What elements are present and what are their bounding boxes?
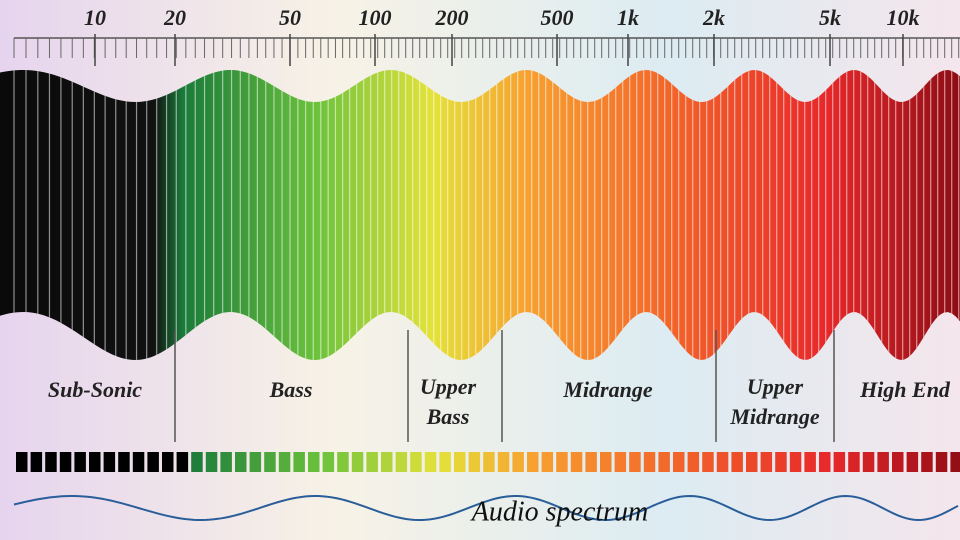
- bar-cell: [935, 452, 948, 472]
- bar-cell: [950, 452, 960, 472]
- band-label: Midrange: [729, 404, 819, 429]
- bar-cell: [293, 452, 305, 472]
- bar-cell: [45, 452, 57, 472]
- bar-cell: [673, 452, 685, 472]
- spectrum-wave: [0, 70, 960, 360]
- frequency-label: 20: [163, 5, 186, 30]
- bar-cell: [570, 452, 583, 472]
- bar-cell: [789, 452, 802, 472]
- bar-cell: [424, 452, 437, 472]
- bar-cell: [264, 452, 276, 472]
- bar-cell: [643, 452, 656, 472]
- band-label: Upper: [420, 374, 477, 399]
- band-label: Upper: [747, 374, 804, 399]
- frequency-label: 500: [541, 5, 574, 30]
- bar-cell: [118, 452, 130, 472]
- bar-cell: [512, 452, 524, 472]
- bar-cell: [775, 452, 787, 472]
- frequency-label: 10k: [887, 5, 920, 30]
- bar-cell: [410, 452, 422, 472]
- band-label: Sub-Sonic: [48, 377, 142, 402]
- bar-cell: [804, 452, 816, 472]
- frequency-label: 1k: [617, 5, 639, 30]
- bar-cell: [249, 452, 262, 472]
- bar-cell: [483, 452, 495, 472]
- bar-cell: [877, 452, 889, 472]
- bar-cell: [381, 452, 393, 472]
- bar-cell: [716, 452, 729, 472]
- frequency-labels: 10 20 50 100 200 500 1k 2k 5k 10k: [84, 5, 920, 66]
- bar-cell: [59, 452, 72, 472]
- frequency-label: 50: [279, 5, 301, 30]
- caption: Audio spectrum: [470, 496, 649, 527]
- band-label: High End: [859, 377, 951, 402]
- bar-cell: [308, 452, 320, 472]
- bar-cell: [30, 452, 43, 472]
- bar-cell: [176, 452, 189, 472]
- bar-cell: [848, 452, 860, 472]
- bar-cell: [600, 452, 612, 472]
- bar-cell: [191, 452, 203, 472]
- frequency-label: 200: [435, 5, 469, 30]
- bar-cell: [454, 452, 466, 472]
- bar-cell: [89, 452, 101, 472]
- bar-cell: [614, 452, 627, 472]
- color-bar: [16, 452, 960, 472]
- frequency-label: 5k: [819, 5, 841, 30]
- bar-cell: [556, 452, 568, 472]
- bar-cell: [819, 452, 831, 472]
- bar-cell: [833, 452, 846, 472]
- bar-cell: [527, 452, 539, 472]
- bar-cell: [395, 452, 408, 472]
- bar-cell: [235, 452, 247, 472]
- bar-cell: [16, 452, 28, 472]
- frequency-label: 10: [84, 5, 106, 30]
- bar-cell: [731, 452, 743, 472]
- bar-cell: [322, 452, 335, 472]
- bar-cell: [468, 452, 481, 472]
- stripes: [13, 70, 960, 360]
- band-separators: [174, 330, 835, 442]
- bar-cell: [906, 452, 919, 472]
- bar-cell: [220, 452, 232, 472]
- bar-cell: [351, 452, 364, 472]
- bar-cell: [541, 452, 554, 472]
- band-label: Bass: [269, 377, 313, 402]
- bar-cell: [132, 452, 145, 472]
- bar-cell: [702, 452, 714, 472]
- bar-cell: [629, 452, 641, 472]
- bar-cell: [687, 452, 700, 472]
- bar-cell: [658, 452, 670, 472]
- bar-cell: [205, 452, 218, 472]
- bar-cell: [585, 452, 597, 472]
- bar-cell: [760, 452, 773, 472]
- band-label: Bass: [426, 404, 470, 429]
- band-label: Midrange: [562, 377, 652, 402]
- band-labels: Sub-Sonic Bass Upper Bass Midrange Upper Midra…: [48, 374, 951, 429]
- bar-cell: [746, 452, 758, 472]
- frequency-label: 100: [359, 5, 392, 30]
- bar-cell: [862, 452, 875, 472]
- bar-cell: [162, 452, 174, 472]
- bar-cell: [278, 452, 291, 472]
- bar-cell: [366, 452, 378, 472]
- bar-cell: [74, 452, 86, 472]
- bar-cell: [103, 452, 116, 472]
- bottom-wave: [13, 494, 959, 521]
- bar-cell: [921, 452, 933, 472]
- bar-cell: [439, 452, 451, 472]
- spectrum-fill: [0, 70, 960, 360]
- frequency-label: 2k: [702, 5, 725, 30]
- bar-cell: [147, 452, 159, 472]
- bar-cell: [337, 452, 349, 472]
- bar-cell: [497, 452, 510, 472]
- bar-cell: [892, 452, 904, 472]
